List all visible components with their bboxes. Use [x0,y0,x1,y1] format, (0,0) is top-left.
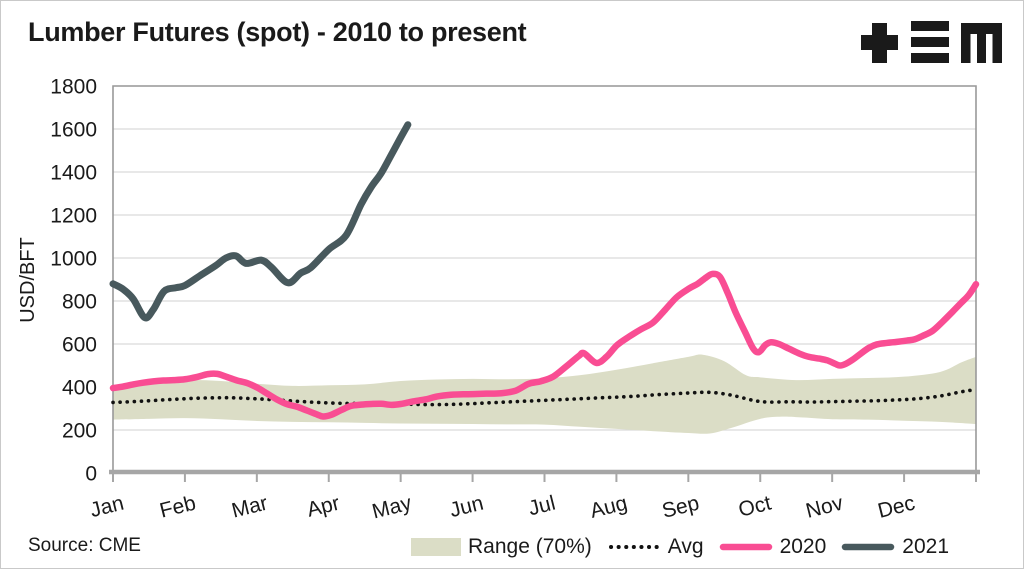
logo-bar-top [911,21,949,31]
chart-title: Lumber Futures (spot) - 2010 to present [28,17,527,47]
x-tick-label: Sep [660,492,702,523]
x-tick-label: Nov [804,491,846,522]
legend-label: Avg [667,535,704,558]
x-tick-label: Dec [875,492,917,523]
x-tick-label: Jun [447,492,485,523]
legend-band-swatch [411,538,462,556]
legend-item-2021: 2021 [841,535,949,559]
x-tick-label: May [370,491,415,523]
y-tick-label: 1000 [50,248,97,271]
x-tick-label: Feb [157,492,198,523]
logo-bar-middle [911,37,949,47]
legend-item-range-70-: Range (70%) [411,535,592,559]
legend-label: 2021 [902,535,949,558]
y-tick-label: 400 [62,377,97,400]
logo-m-glyph [961,23,1002,63]
x-tick-label: Jul [526,492,558,521]
y-tick-label: 600 [62,334,97,357]
x-tick-label: Aug [588,492,630,523]
legend-dotted-line-sample [608,545,659,549]
line-2020 [109,270,980,420]
legend-item-2020: 2020 [719,535,827,559]
y-tick-label: 0 [85,463,97,486]
plot-border [112,85,977,473]
band-swatch-rect [411,538,462,556]
y-tick-label: 1800 [50,76,97,99]
logo-bar-bottom [911,53,949,63]
line-2021 [109,121,412,322]
x-tick-label: Mar [229,492,270,523]
y-tick-label: 200 [62,420,97,443]
plus-triple-bar-M-logo-icon [861,21,1002,63]
legend-label: 2020 [779,535,827,558]
legend-item-avg: Avg [607,535,704,559]
x-tick-label: Jan [88,492,126,523]
y-tick-label: 1600 [50,119,97,142]
y-tick-label: 800 [62,291,97,314]
x-tick-label: Oct [736,491,773,521]
x-tick-label: Apr [305,492,342,522]
legend-line-sample [842,543,895,551]
chart-legend: Range (70%) Avg 2020 2021 [411,532,949,562]
logo-plus-horizontal [861,35,898,50]
y-axis-title: USD/BFT [17,237,39,323]
source-note: Source: CME [28,535,141,556]
legend-label: Range (70%) [468,535,592,558]
legend-line-sample [719,543,772,551]
y-tick-label: 1200 [50,205,97,228]
y-tick-label: 1400 [50,162,97,185]
